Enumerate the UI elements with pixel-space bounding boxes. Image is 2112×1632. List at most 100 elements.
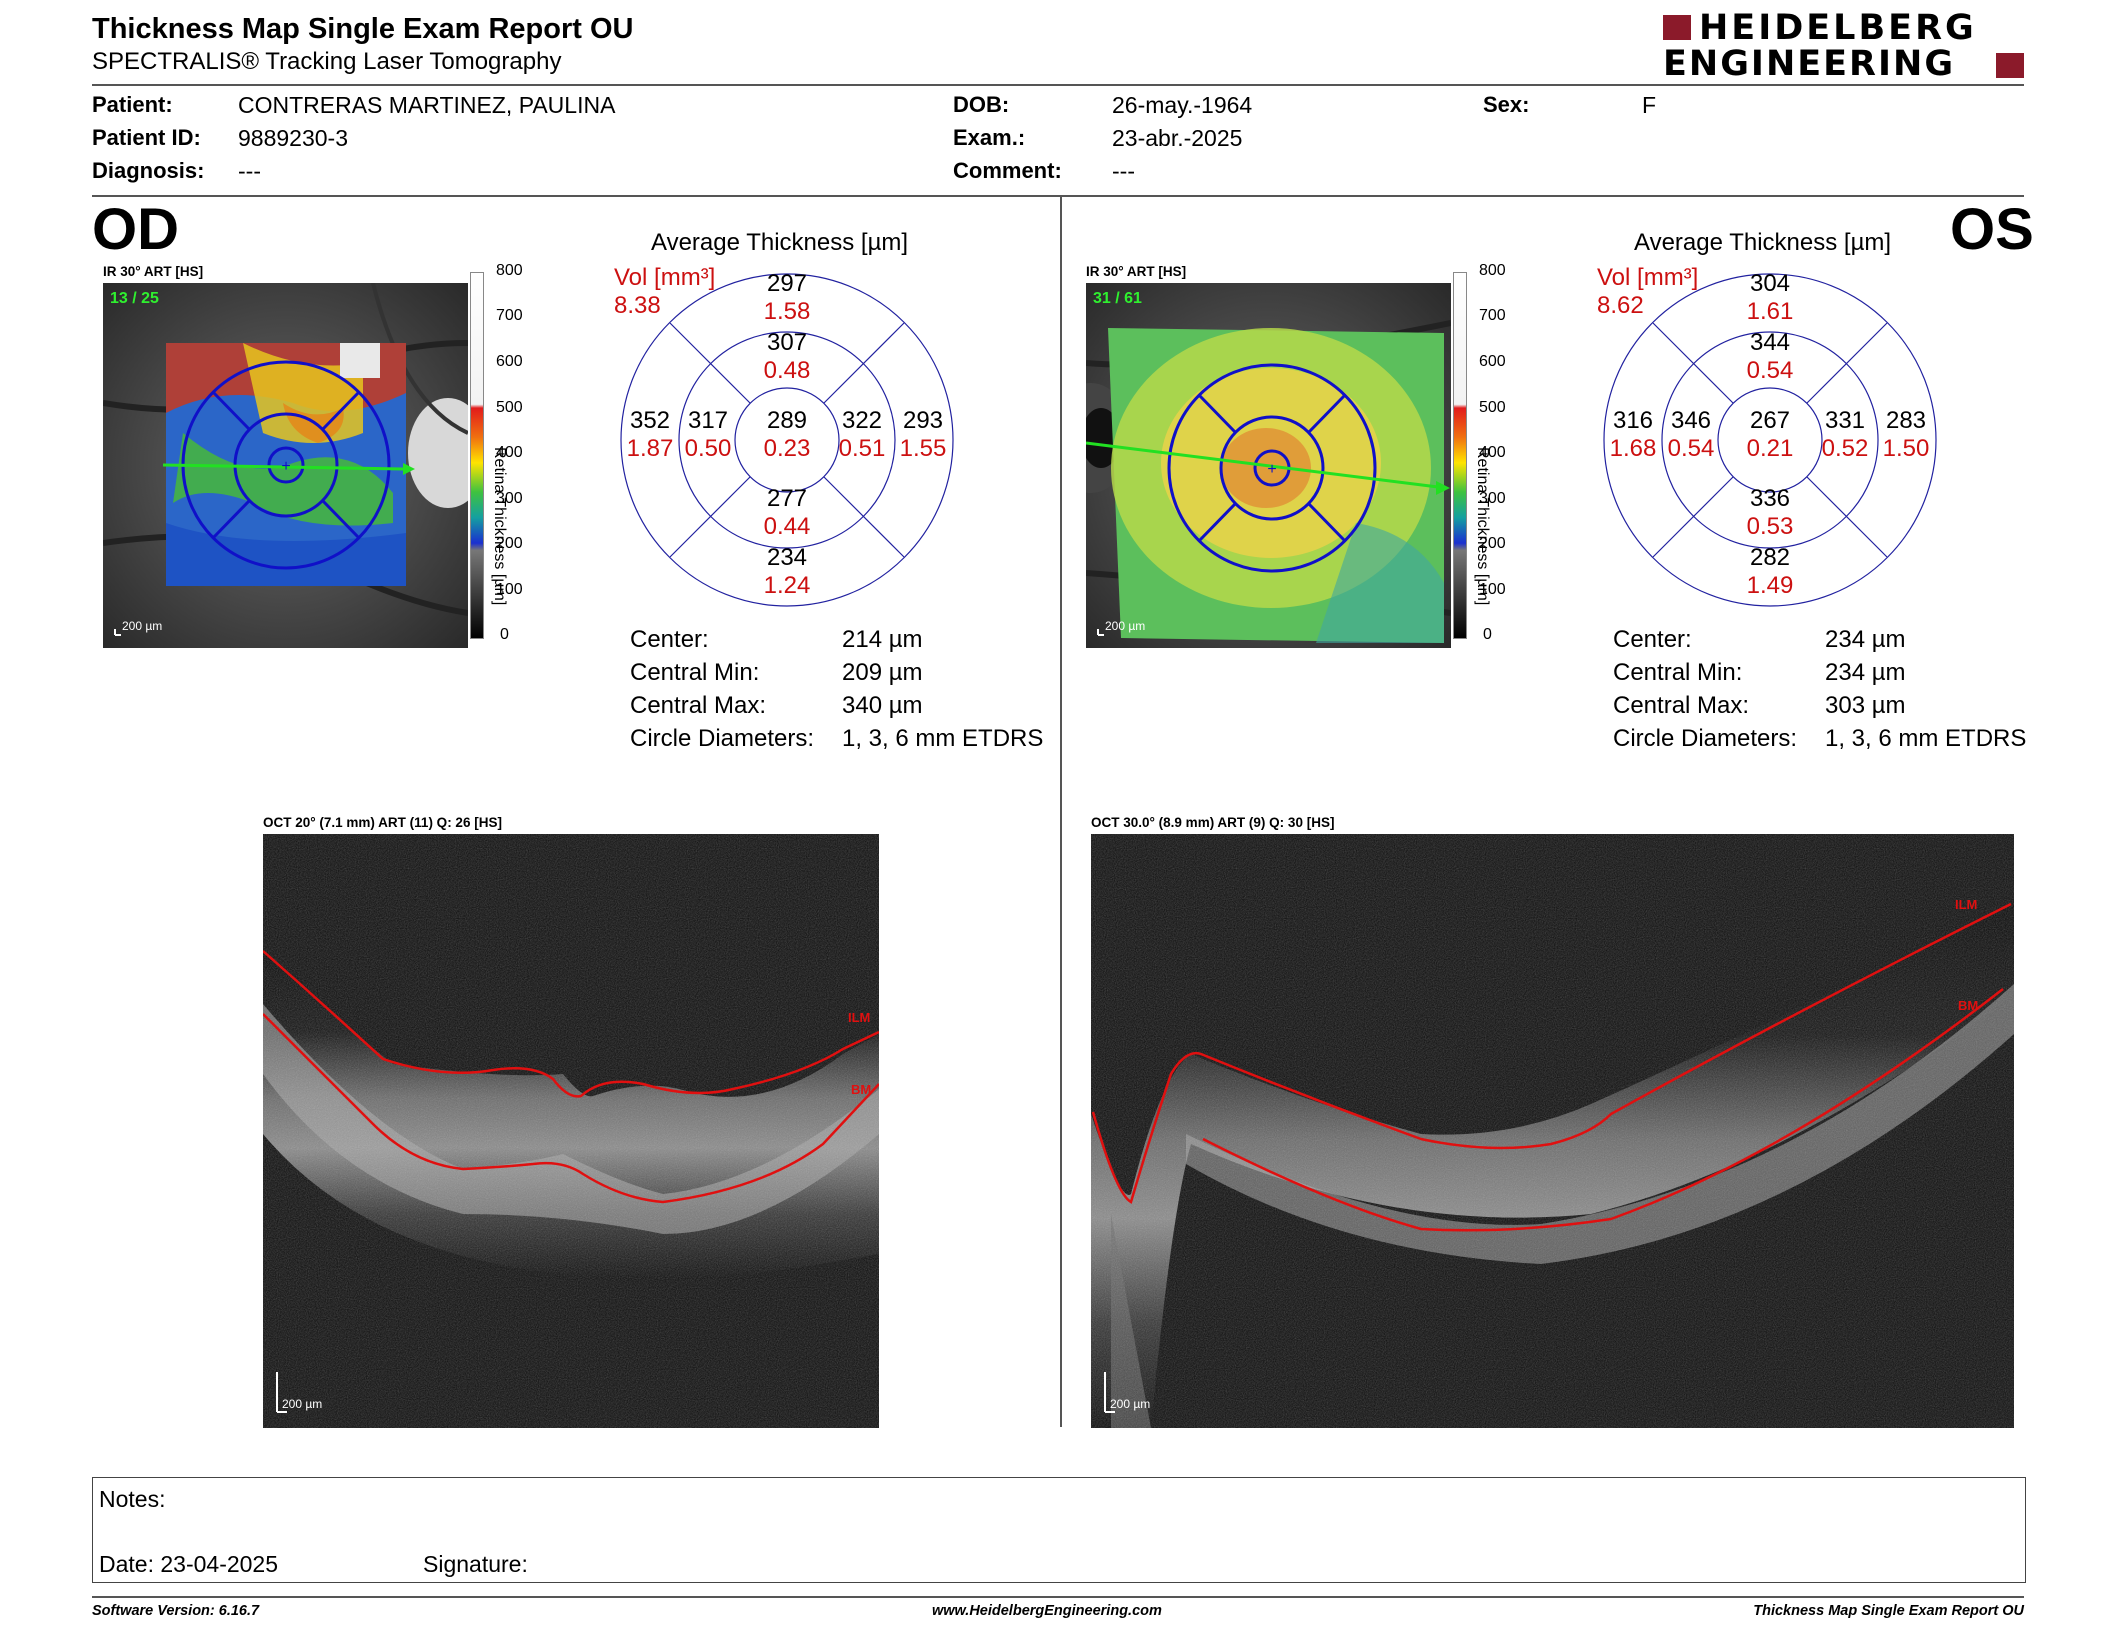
notes-box[interactable]: Notes: Date: 23-04-2025 Signature: [92, 1477, 2026, 1583]
os-outer-temp-vol: 1.68 [1609, 435, 1657, 462]
od-stat-value: 209 µm [842, 659, 923, 686]
scale-tick: 400 [1479, 444, 1506, 461]
heidelberg-logo: HEIDELBERG ENGINEERING [1663, 8, 2025, 84]
od-outer-sup-vol: 1.58 [763, 298, 811, 325]
os-outer-nas-thickness: 283 [1885, 407, 1927, 434]
od-vol-total: 8.38 [614, 292, 661, 319]
od-oct-scalebar: 200 µm [282, 1397, 323, 1411]
comment-value: --- [1112, 158, 1135, 184]
os-stat-label: Circle Diameters: [1613, 725, 1798, 752]
scale-tick: 600 [496, 353, 523, 370]
website-link[interactable]: www.HeidelbergEngineering.com [932, 1603, 1162, 1619]
os-fundus-image: + [1086, 283, 1451, 648]
od-oct-bscan [263, 834, 879, 1428]
os-inner-inf-thickness: 336 [1749, 485, 1791, 512]
od-avg-title: Average Thickness [µm] [651, 229, 909, 256]
scale-tick: 100 [1479, 581, 1506, 598]
od-inner-temp-thickness: 317 [687, 407, 729, 434]
scale-tick: 800 [496, 262, 523, 279]
os-ilm-label: ILM [1955, 897, 1978, 912]
scale-tick: 0 [1483, 626, 1492, 643]
od-outer-sup-thickness: 297 [766, 270, 808, 297]
os-bm-label: BM [1958, 998, 1979, 1013]
od-ilm-label: ILM [848, 1010, 871, 1025]
od-fundus-image: + [103, 283, 468, 648]
scale-tick: 300 [496, 490, 523, 507]
od-ir-scalebar: 200 µm [122, 619, 163, 633]
patient-label: Patient: [92, 92, 173, 117]
date-label: Date: 23-04-2025 [99, 1551, 279, 1577]
od-inner-nas-vol: 0.51 [838, 435, 886, 462]
od-outer-nas-thickness: 293 [902, 407, 944, 434]
svg-text:+: + [1267, 461, 1276, 478]
eye-label-od: OD [92, 197, 179, 262]
od-etdrs-grid [620, 273, 954, 607]
sex-value: F [1642, 92, 1657, 118]
od-bm-label: BM [851, 1082, 872, 1097]
od-outer-inf-vol: 1.24 [763, 572, 811, 599]
od-stat-value: 340 µm [842, 692, 923, 719]
os-stat-label: Central Min: [1613, 659, 1743, 686]
os-inner-inf-vol: 0.53 [1746, 513, 1794, 540]
os-stat-value: 1, 3, 6 mm ETDRS [1825, 725, 2027, 752]
os-center-thickness: 267 [1749, 407, 1791, 434]
os-outer-inf-vol: 1.49 [1746, 572, 1794, 599]
os-avg-title: Average Thickness [µm] [1634, 229, 1892, 256]
od-scale-title: Retina Thickness [µm] [491, 447, 508, 606]
os-inner-sup-vol: 0.54 [1746, 357, 1794, 384]
patient-id-label: Patient ID: [92, 125, 201, 150]
os-frame-count: 31 / 61 [1093, 290, 1142, 307]
od-stat-value: 1, 3, 6 mm ETDRS [842, 725, 1044, 752]
os-stat-label: Central Max: [1613, 692, 1750, 719]
od-stat-label: Circle Diameters: [630, 725, 815, 752]
od-outer-temp-vol: 1.87 [626, 435, 674, 462]
od-inner-sup-vol: 0.48 [763, 357, 811, 384]
scale-tick: 100 [496, 581, 523, 598]
os-inner-nas-vol: 0.52 [1821, 435, 1869, 462]
os-oct-bscan [1091, 834, 2014, 1428]
exam-value: 23-abr.-2025 [1112, 125, 1243, 151]
diagnosis-label: Diagnosis: [92, 158, 205, 183]
scale-tick: 0 [500, 626, 509, 643]
scale-tick: 200 [496, 535, 523, 552]
od-inner-sup-thickness: 307 [766, 329, 808, 356]
scale-tick: 200 [1479, 535, 1506, 552]
patient-name: CONTRERAS MARTINEZ, PAULINA [238, 92, 616, 118]
od-stat-label: Center: [630, 626, 709, 653]
os-ir-scalebar: 200 µm [1105, 619, 1146, 633]
scale-tick: 500 [496, 399, 523, 416]
scale-tick: 700 [1479, 307, 1506, 324]
od-inner-temp-vol: 0.50 [684, 435, 732, 462]
center-divider [1060, 197, 1062, 1427]
scale-tick: 800 [1479, 262, 1506, 279]
os-oct-scalebar: 200 µm [1110, 1397, 1151, 1411]
od-outer-inf-thickness: 234 [766, 544, 808, 571]
od-ir-label: IR 30° ART [HS] [103, 264, 204, 279]
os-stat-value: 234 µm [1825, 659, 1906, 686]
os-color-scale [1453, 272, 1467, 639]
report-subtitle: SPECTRALIS® Tracking Laser Tomography [92, 48, 562, 75]
os-stat-label: Center: [1613, 626, 1692, 653]
od-stat-label: Central Max: [630, 692, 767, 719]
od-oct-label: OCT 20° (7.1 mm) ART (11) Q: 26 [HS] [263, 815, 502, 830]
od-center-thickness: 289 [766, 407, 808, 434]
os-inner-temp-vol: 0.54 [1667, 435, 1715, 462]
od-vol-label: Vol [mm³] [614, 264, 716, 291]
os-etdrs-grid [1603, 273, 1937, 607]
patient-id-value: 9889230-3 [238, 125, 348, 151]
os-vol-total: 8.62 [1597, 292, 1644, 319]
scale-tick: 300 [1479, 490, 1506, 507]
od-inner-inf-vol: 0.44 [763, 513, 811, 540]
os-stat-value: 234 µm [1825, 626, 1906, 653]
os-scale-title: Retina Thickness [µm] [1474, 447, 1491, 606]
od-inner-inf-thickness: 277 [766, 485, 808, 512]
exam-label: Exam.: [953, 125, 1026, 150]
od-outer-temp-thickness: 352 [629, 407, 671, 434]
footer-report-name: Thickness Map Single Exam Report OU [1753, 1603, 2024, 1619]
os-outer-temp-thickness: 316 [1612, 407, 1654, 434]
signature-label: Signature: [423, 1551, 528, 1577]
dob-label: DOB: [953, 92, 1010, 117]
scale-tick: 700 [496, 307, 523, 324]
od-frame-count: 13 / 25 [110, 290, 159, 307]
os-oct-label: OCT 30.0° (8.9 mm) ART (9) Q: 30 [HS] [1091, 815, 1335, 830]
